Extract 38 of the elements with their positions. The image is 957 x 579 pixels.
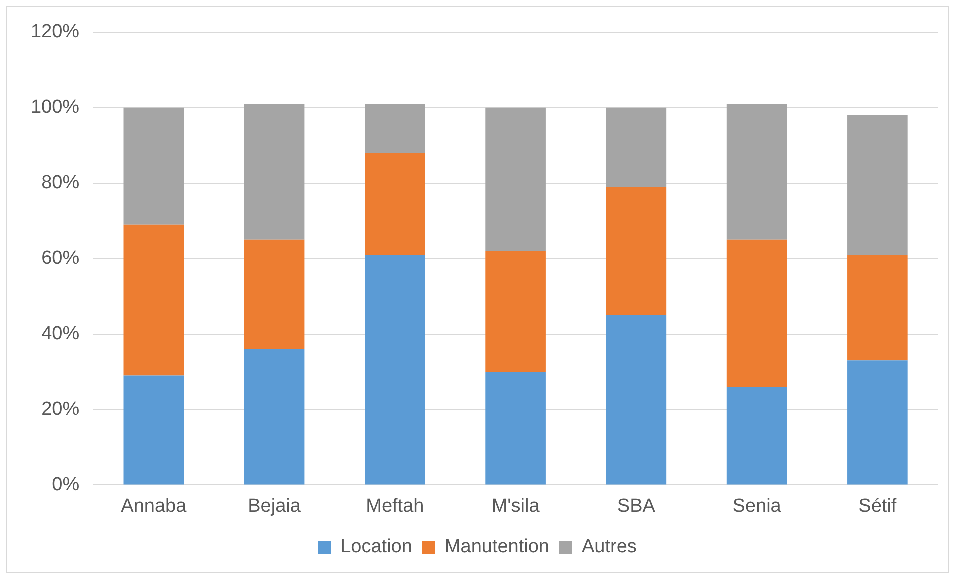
bar: [244, 349, 305, 485]
x-tick-label: M'sila: [492, 496, 540, 517]
bar: [726, 387, 788, 485]
bar: [848, 115, 908, 256]
y-tick-label: 20%: [42, 398, 80, 420]
bar: [486, 372, 546, 485]
y-tick-label: 60%: [42, 248, 80, 270]
y-tick-label: 80%: [42, 172, 80, 194]
bar: [606, 108, 667, 188]
bar: [606, 315, 667, 485]
x-tick-label: Bejaia: [248, 496, 302, 517]
bar: [124, 224, 184, 376]
bar: [124, 376, 184, 485]
bar: [486, 251, 546, 372]
bar: [726, 240, 788, 388]
bar: [365, 153, 426, 256]
x-tick-label: Sétif: [858, 496, 898, 517]
bar: [606, 187, 667, 316]
bar: [726, 104, 788, 240]
y-tick-label: 40%: [42, 324, 80, 344]
bar: [244, 104, 305, 240]
legend-label: Location: [340, 536, 412, 558]
bar: [365, 104, 426, 154]
bar: [848, 255, 908, 361]
y-tick-label: 100%: [30, 97, 80, 118]
bar: [486, 108, 546, 252]
bar: [365, 255, 426, 485]
y-tick-label: 120%: [30, 22, 80, 43]
bar: [244, 240, 305, 350]
x-tick-label: Annaba: [121, 496, 188, 517]
y-tick-label: 0%: [52, 474, 80, 496]
x-tick-label: SBA: [617, 496, 656, 517]
x-tick-label: Senia: [732, 496, 782, 517]
x-tick-label: Meftah: [366, 496, 424, 517]
legend-label: Autres: [582, 536, 637, 558]
bar: [848, 360, 908, 485]
legend-label: Manutention: [444, 536, 550, 558]
bar: [124, 108, 184, 225]
